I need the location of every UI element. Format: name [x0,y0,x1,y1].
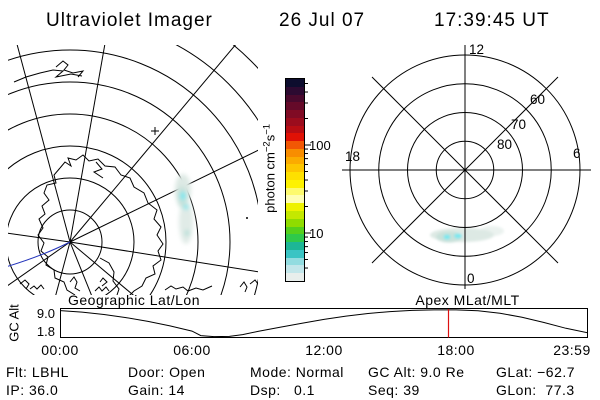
coastline-fragments-top [13,60,85,83]
xtick-0600: 06:00 [173,342,211,358]
colorbar-band [286,164,304,173]
colorbar-band [286,218,304,227]
aurora-patch-geo [175,174,193,244]
xtick-1200: 12:00 [305,342,343,358]
colorbar-band [286,117,304,126]
geo-plot-caption: Geographic Lat/Lon [68,292,200,308]
mlat-label-70: 70 [511,117,527,132]
status-gain: Gain: 14 [128,382,185,398]
colorbar-band [286,211,304,219]
xtick-0000: 00:00 [41,342,79,358]
colorbar-band [286,249,304,258]
strip-ytick-bottom: 1.8 [36,323,55,339]
colorbar-band [286,133,304,142]
colorbar-band [286,125,304,134]
coastline-antarctica [37,154,164,295]
app-title: Ultraviolet Imager [46,10,213,31]
colorbar-band [286,179,304,188]
status-seq: Seq: 39 [368,382,420,398]
date-label: 26 Jul 07 [279,10,366,31]
gc-alt-curve [60,309,588,338]
mlt-label-12: 12 [469,42,485,57]
status-gcalt: GC Alt: 9.0 Re [368,364,465,380]
status-glat: GLat: −62.7 [496,364,576,380]
colorbar-band [286,148,304,157]
colorbar-band [286,172,304,180]
dial-mlt-spokes [342,45,591,289]
colorbar-units-label: photon cm−2s−1 [261,123,278,213]
xtick-2359: 23:59 [553,342,591,358]
time-label: 17:39:45 UT [434,10,550,31]
map-latitude-circles [8,45,258,295]
xtick-1800: 18:00 [437,342,475,358]
colorbar-band [286,242,304,250]
altitude-strip-chart [60,308,588,338]
colorbar-band [286,195,304,204]
mlat-label-60: 60 [530,92,546,107]
colorbar-band [286,141,304,149]
colorbar-band [286,203,304,212]
status-ip: IP: 36.0 [6,382,59,398]
colorbar-band [286,86,304,95]
mlt-dial-plot [342,45,591,289]
colorbar-band [286,234,304,243]
geo-map-plot [8,45,258,295]
colorbar-band [286,257,304,266]
status-glon: GLon: 77.3 [496,382,575,398]
colorbar-band [286,102,304,111]
colorbar-tick-10: 10 [309,226,324,241]
plus-marker [151,127,159,135]
colorbar-band [286,156,304,165]
map-meridians [8,45,258,295]
colorbar-band [286,265,304,274]
colorbar-band [286,79,304,87]
blue-meridian-line [8,241,71,267]
strip-chart-frame [60,308,588,338]
colorbar [285,78,305,282]
colorbar-band [286,226,304,235]
colorbar-tick-100: 100 [309,138,331,153]
aurora-patch-dial [430,226,504,243]
coastline-fragments-bottom [19,276,258,293]
colorbar-band [286,110,304,118]
status-dsp: Dsp: 0.1 [250,382,315,398]
status-door: Door: Open [128,364,206,380]
status-flt: Flt: LBHL [6,364,69,380]
colorbar-band [286,94,304,103]
dot-marker [246,217,248,219]
dial-plot-caption: Apex MLat/MLT [415,292,520,308]
mlt-label-18: 18 [345,149,361,164]
mlt-label-6: 6 [573,146,581,161]
mlt-label-0: 0 [467,271,475,286]
strip-ytick-top: 9.0 [36,306,55,321]
colorbar-band [286,273,304,281]
colorbar-band [286,187,304,196]
mlat-label-80: 80 [497,137,513,152]
strip-ylabel: GC Alt [6,304,22,342]
status-mode: Mode: Normal [250,364,344,380]
